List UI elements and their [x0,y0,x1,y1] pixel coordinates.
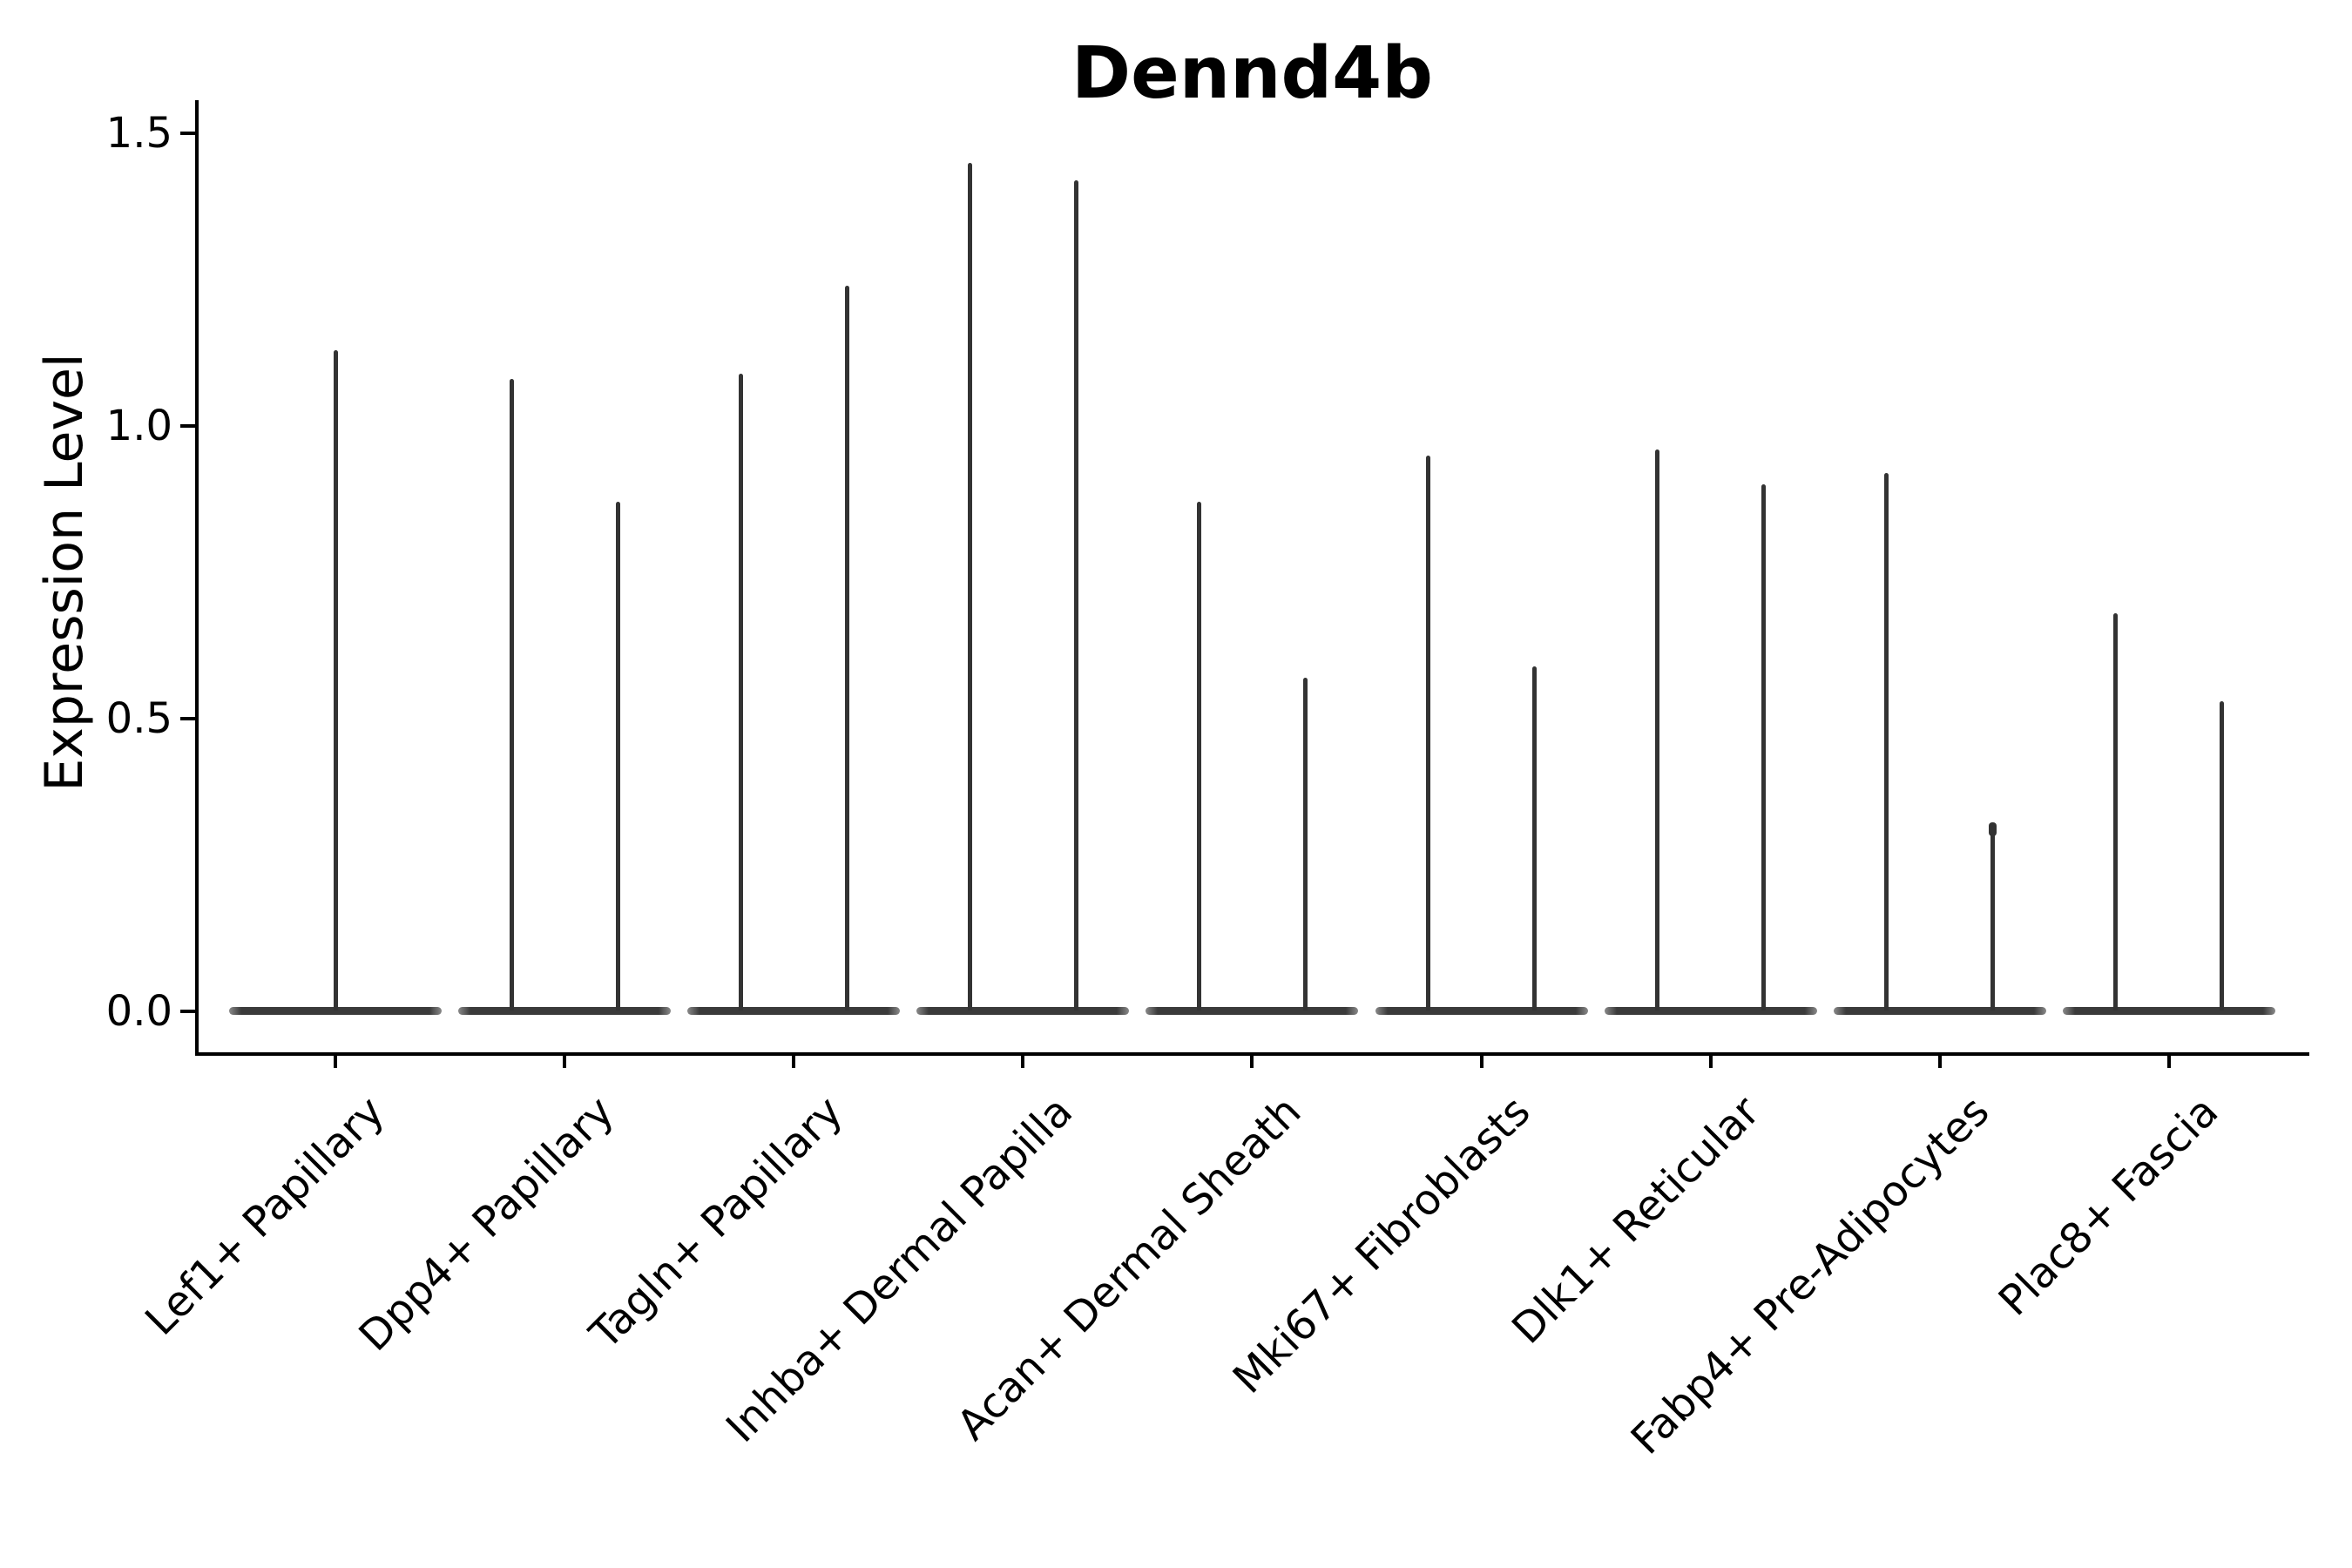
violin-spike [1884,472,1889,1010]
x-tick [792,1054,796,1068]
y-tick-label: 1.0 [105,402,172,450]
violin-spike [967,162,972,1010]
x-tick [334,1054,337,1068]
violin-spike [1073,179,1078,1010]
x-tick-label: Dpp4+ Papillary [349,1086,624,1361]
x-tick [2166,1054,2171,1068]
violin-spike [844,285,849,1010]
violin-body [229,1007,442,1015]
violin-spike [333,349,338,1010]
x-tick-label: Tagln+ Papillary [581,1086,853,1359]
violin-body [687,1007,901,1015]
x-tick-label: Plac8+ Fascia [1989,1086,2228,1326]
y-tick [180,132,195,135]
violin-spike [1532,666,1537,1010]
violin-spike [1426,455,1430,1010]
violin-body [1604,1007,1817,1015]
x-tick [1479,1054,1484,1068]
y-tick [180,424,195,428]
y-axis-spine [195,100,199,1056]
violin-spike [509,379,514,1010]
violin-spike [1990,823,1996,1010]
y-tick-label: 0.0 [105,987,172,1036]
x-tick [1250,1054,1254,1068]
x-tick-label: Lef1+ Papillary [136,1086,395,1345]
chart-title: Dennd4b [1071,32,1433,115]
violin-body [458,1007,672,1015]
violin-spike [2113,613,2119,1010]
violin-spike-knob [1989,821,1997,836]
y-tick [180,1010,195,1013]
violin-body [2062,1007,2275,1015]
violin-spike [1196,502,1201,1010]
x-tick [563,1054,567,1068]
violin-spike [2220,700,2225,1010]
y-tick [180,717,195,720]
violin-spike [1302,677,1308,1010]
y-tick-label: 0.5 [105,694,172,743]
violin-body [1146,1007,1359,1015]
y-tick-label: 1.5 [105,109,172,158]
violin-spike [1761,484,1767,1010]
violin-spike [1655,449,1660,1010]
x-tick-label: Dlk1+ Reticular [1503,1086,1770,1354]
x-tick [1021,1054,1025,1068]
x-tick [1937,1054,1942,1068]
violin-body [916,1007,1130,1015]
violin-body [1375,1007,1588,1015]
violin-spike [738,373,743,1010]
violin-spike [615,502,620,1010]
x-tick [1708,1054,1713,1068]
violin-body [1833,1007,2046,1015]
